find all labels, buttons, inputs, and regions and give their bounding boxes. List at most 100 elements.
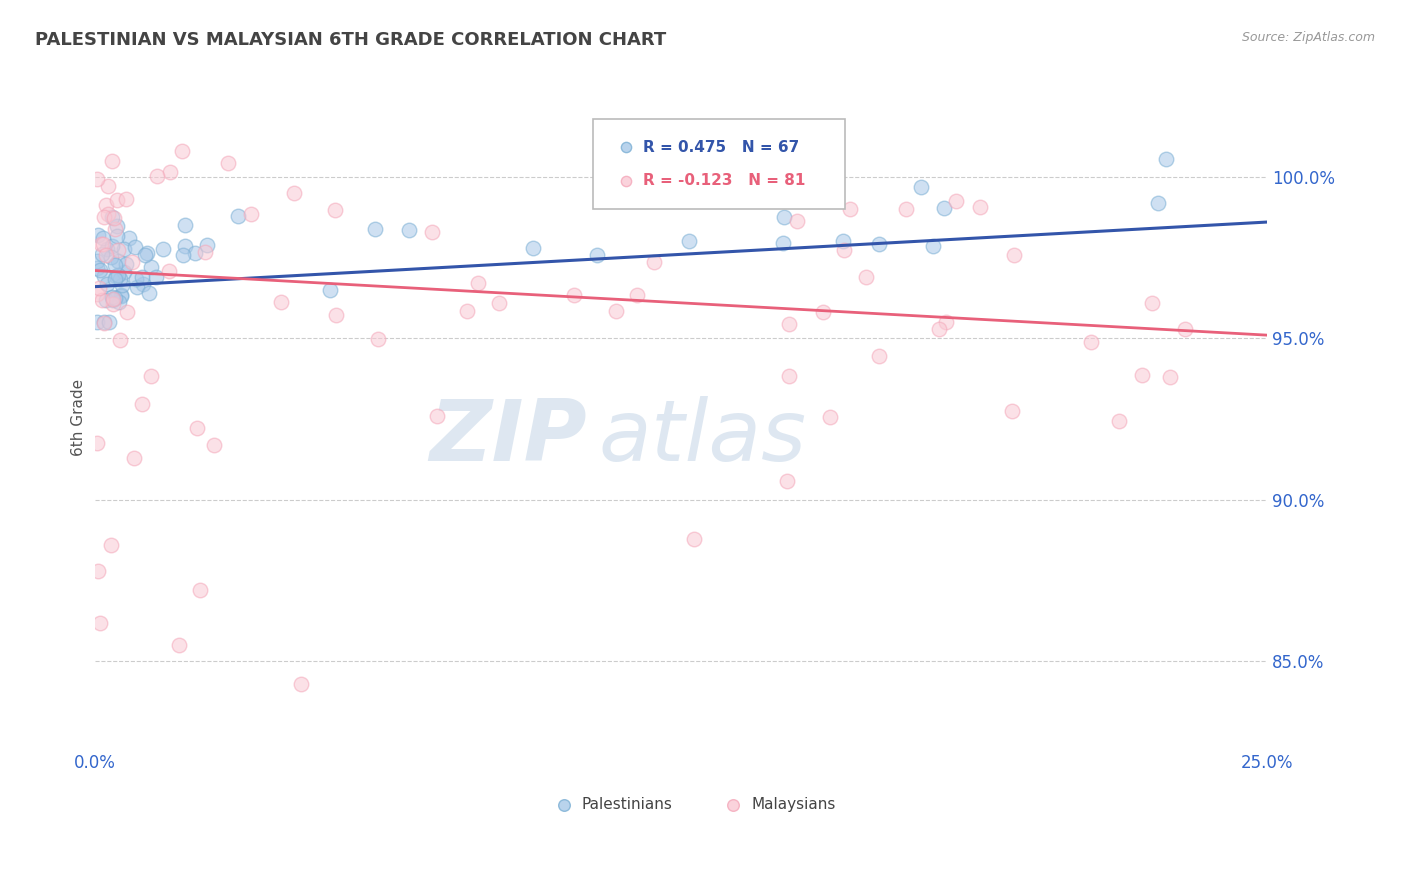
- Point: [103, 291, 125, 305]
- Point: [100, 154, 122, 169]
- Point: [157, 264, 180, 278]
- Point: [105, 229, 128, 244]
- Point: [125, 272, 148, 286]
- Point: [134, 247, 156, 261]
- Point: [94, 248, 117, 262]
- Point: [135, 245, 157, 260]
- Point: [239, 207, 262, 221]
- Point: [184, 245, 207, 260]
- Point: [323, 203, 346, 218]
- Point: [325, 308, 347, 322]
- Point: [969, 200, 991, 214]
- Point: [104, 221, 127, 235]
- Point: [922, 239, 945, 253]
- Point: [839, 202, 862, 216]
- Point: [114, 192, 136, 206]
- Point: [86, 315, 108, 329]
- Text: Palestinians: Palestinians: [581, 797, 672, 813]
- Point: [1174, 322, 1197, 336]
- Point: [89, 281, 111, 295]
- Point: [107, 268, 129, 282]
- Point: [152, 242, 174, 256]
- Point: [97, 179, 120, 194]
- Point: [172, 248, 194, 262]
- Point: [683, 532, 706, 546]
- Text: Source: ZipAtlas.com: Source: ZipAtlas.com: [1241, 31, 1375, 45]
- Point: [1147, 196, 1170, 211]
- Point: [626, 288, 648, 302]
- Point: [778, 317, 800, 331]
- Point: [96, 198, 118, 212]
- Point: [118, 231, 141, 245]
- Point: [522, 241, 544, 255]
- Point: [631, 144, 654, 158]
- Point: [91, 231, 114, 245]
- Point: [139, 369, 162, 384]
- Point: [1108, 414, 1130, 428]
- Point: [146, 169, 169, 183]
- Point: [103, 297, 125, 311]
- Point: [107, 243, 129, 257]
- Y-axis label: 6th Grade: 6th Grade: [72, 379, 86, 456]
- Point: [773, 210, 796, 224]
- Point: [190, 583, 212, 598]
- Point: [398, 223, 420, 237]
- Point: [270, 294, 292, 309]
- Point: [194, 244, 217, 259]
- Point: [97, 207, 120, 221]
- Point: [107, 253, 129, 268]
- Point: [86, 564, 108, 578]
- Point: [562, 288, 585, 302]
- Point: [141, 260, 163, 274]
- Point: [855, 270, 877, 285]
- Point: [91, 247, 114, 261]
- Point: [488, 295, 510, 310]
- Point: [1002, 247, 1025, 261]
- Text: R = 0.475   N = 67: R = 0.475 N = 67: [643, 140, 800, 155]
- Point: [100, 238, 122, 252]
- Point: [169, 638, 191, 652]
- Point: [456, 304, 478, 318]
- Point: [422, 225, 444, 239]
- Point: [110, 333, 132, 347]
- Point: [776, 474, 799, 488]
- Point: [896, 202, 918, 217]
- Point: [104, 258, 127, 272]
- Point: [173, 218, 195, 232]
- Point: [131, 396, 153, 410]
- Point: [1001, 404, 1024, 418]
- Point: [93, 269, 115, 284]
- Point: [121, 255, 143, 269]
- Text: Malaysians: Malaysians: [751, 797, 835, 813]
- Point: [910, 179, 932, 194]
- Point: [124, 240, 146, 254]
- Point: [772, 235, 794, 250]
- Point: [170, 144, 193, 158]
- Point: [86, 228, 108, 243]
- Point: [643, 254, 665, 268]
- Point: [112, 242, 135, 256]
- Point: [101, 293, 124, 308]
- Point: [868, 349, 890, 363]
- Point: [91, 236, 114, 251]
- Point: [104, 272, 127, 286]
- Point: [97, 315, 120, 329]
- Point: [89, 263, 111, 277]
- Point: [934, 201, 956, 215]
- Point: [93, 315, 115, 329]
- Point: [86, 253, 108, 268]
- Point: [586, 248, 609, 262]
- Point: [1159, 370, 1181, 384]
- Point: [127, 280, 149, 294]
- Point: [132, 277, 155, 292]
- Point: [467, 276, 489, 290]
- Point: [105, 219, 128, 234]
- Point: [319, 283, 342, 297]
- Point: [217, 155, 239, 169]
- Point: [173, 239, 195, 253]
- Point: [364, 222, 387, 236]
- Point: [101, 210, 124, 224]
- Point: [778, 368, 800, 383]
- Point: [283, 186, 305, 201]
- Point: [86, 261, 108, 276]
